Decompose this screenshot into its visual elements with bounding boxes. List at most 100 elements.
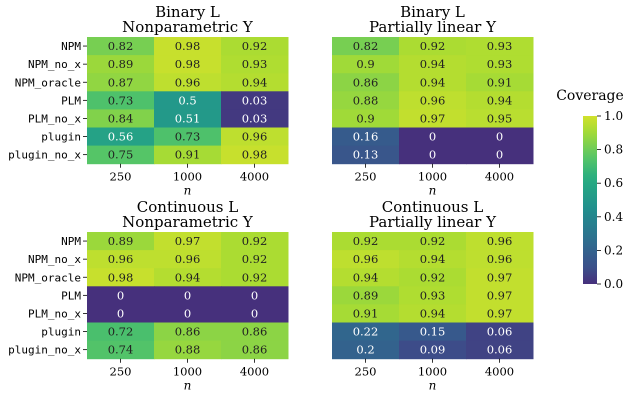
- heatmap-cell: [332, 304, 400, 323]
- heatmap-cell: [221, 304, 289, 323]
- cell-value-label: 0.03: [242, 93, 268, 107]
- cell-value-label: 0.92: [420, 234, 446, 248]
- cell-value-label: 0.73: [108, 93, 134, 107]
- heatmap-cell: [221, 145, 289, 165]
- heatmap-cell: [399, 55, 467, 74]
- heatmap-cell: [332, 55, 400, 74]
- heatmap-cell: [221, 73, 289, 92]
- row-label: PLM_no_x: [28, 112, 81, 125]
- heatmap-cell: [154, 340, 222, 360]
- heatmap-cell: [399, 232, 467, 251]
- heatmap-cell: [221, 322, 289, 342]
- cell-value-label: 0.56: [108, 130, 134, 144]
- row-label: PLM_no_x: [28, 307, 81, 320]
- column-tick-label: 4000: [485, 365, 514, 379]
- cell-value-label: 0.84: [108, 111, 134, 125]
- colorbar-tick-label: 1.0: [604, 109, 623, 123]
- heatmap-cell: [87, 322, 155, 342]
- panel-title-line2: Partially linear Y: [369, 213, 497, 231]
- cell-value-label: 0.86: [242, 325, 268, 339]
- heatmap-cell: [399, 250, 467, 269]
- cell-value-label: 0.94: [175, 270, 201, 284]
- cell-value-label: 0.98: [108, 270, 134, 284]
- cell-value-label: 0.13: [353, 148, 379, 162]
- cell-value-label: 0.72: [108, 325, 134, 339]
- cell-value-label: 0.97: [487, 306, 513, 320]
- heatmap-cell: [221, 250, 289, 269]
- heatmap-cell: [154, 91, 222, 110]
- heatmap-cell: [466, 91, 534, 110]
- row-label: plugin_no_x: [8, 344, 81, 357]
- cell-value-label: 0.94: [420, 75, 446, 89]
- heatmap-cell: [466, 55, 534, 74]
- cell-value-label: 0.96: [353, 252, 379, 266]
- cell-value-label: 0.82: [353, 39, 379, 53]
- cell-value-label: 0: [496, 130, 503, 144]
- heatmap-cell: [399, 340, 467, 360]
- heatmap-cell: [332, 127, 400, 147]
- panel-title-line1: Continuous L: [382, 198, 483, 216]
- heatmap-cell: [466, 127, 534, 147]
- heatmap-cell: [399, 109, 467, 128]
- panel-title-line2: Nonparametric Y: [122, 213, 254, 231]
- column-tick-label: 1000: [173, 170, 202, 184]
- cell-value-label: 0.94: [353, 270, 379, 284]
- colorbar-tick-label: 0.2: [604, 243, 623, 257]
- cell-value-label: 0.97: [175, 234, 201, 248]
- heatmap-cell: [466, 304, 534, 323]
- cell-value-label: 0.88: [353, 93, 379, 107]
- cell-value-label: 0.92: [242, 234, 268, 248]
- heatmap-cell: [399, 304, 467, 323]
- heatmap-cell: [221, 109, 289, 128]
- cell-value-label: 0: [184, 306, 191, 320]
- heatmap-cell: [87, 127, 155, 147]
- colorbar-gradient: [583, 116, 597, 284]
- cell-value-label: 0.96: [175, 252, 201, 266]
- heatmap-cell: [87, 232, 155, 251]
- heatmap-cell: [154, 55, 222, 74]
- x-axis-label: n: [184, 379, 192, 393]
- cell-value-label: 0.97: [487, 270, 513, 284]
- cell-value-label: 0.98: [242, 148, 268, 162]
- cell-value-label: 0.98: [175, 39, 201, 53]
- cell-value-label: 0.96: [175, 75, 201, 89]
- cell-value-label: 0.73: [175, 130, 201, 144]
- cell-value-label: 0.87: [108, 75, 134, 89]
- cell-value-label: 0.91: [175, 148, 201, 162]
- colorbar-tick-label: 0.0: [604, 277, 623, 291]
- heatmap-cell: [399, 268, 467, 287]
- heatmap-cell: [87, 286, 155, 305]
- row-label: NPM_oracle: [15, 271, 81, 284]
- row-label: plugin: [41, 131, 81, 144]
- heatmap-cell: [87, 55, 155, 74]
- cell-value-label: 0.92: [242, 39, 268, 53]
- cell-value-label: 0.93: [487, 57, 513, 71]
- cell-value-label: 0.75: [108, 148, 134, 162]
- cell-value-label: 0.92: [242, 270, 268, 284]
- row-label: NPM_no_x: [28, 253, 81, 266]
- row-label: NPM_oracle: [15, 76, 81, 89]
- cell-value-label: 0.96: [487, 252, 513, 266]
- row-label: plugin_no_x: [8, 149, 81, 162]
- heatmap-cell: [154, 145, 222, 165]
- cell-value-label: 0.94: [487, 93, 513, 107]
- cell-value-label: 0.5: [178, 93, 196, 107]
- heatmap-cell: [399, 127, 467, 147]
- cell-value-label: 0: [496, 148, 503, 162]
- heatmap-cell: [221, 127, 289, 147]
- heatmap-cell: [399, 286, 467, 305]
- heatmap-cell: [154, 232, 222, 251]
- cell-value-label: 0.92: [420, 39, 446, 53]
- cell-value-label: 0.97: [487, 288, 513, 302]
- heatmap-cell: [221, 37, 289, 56]
- heatmap-cell: [399, 322, 467, 342]
- cell-value-label: 0.97: [420, 111, 446, 125]
- heatmap-cell: [154, 322, 222, 342]
- heatmap-cell: [87, 340, 155, 360]
- cell-value-label: 0.91: [487, 75, 513, 89]
- heatmap-cell: [87, 145, 155, 165]
- cell-value-label: 0.06: [487, 343, 513, 357]
- cell-value-label: 0.88: [175, 343, 201, 357]
- cell-value-label: 0.92: [420, 270, 446, 284]
- column-tick-label: 250: [110, 170, 132, 184]
